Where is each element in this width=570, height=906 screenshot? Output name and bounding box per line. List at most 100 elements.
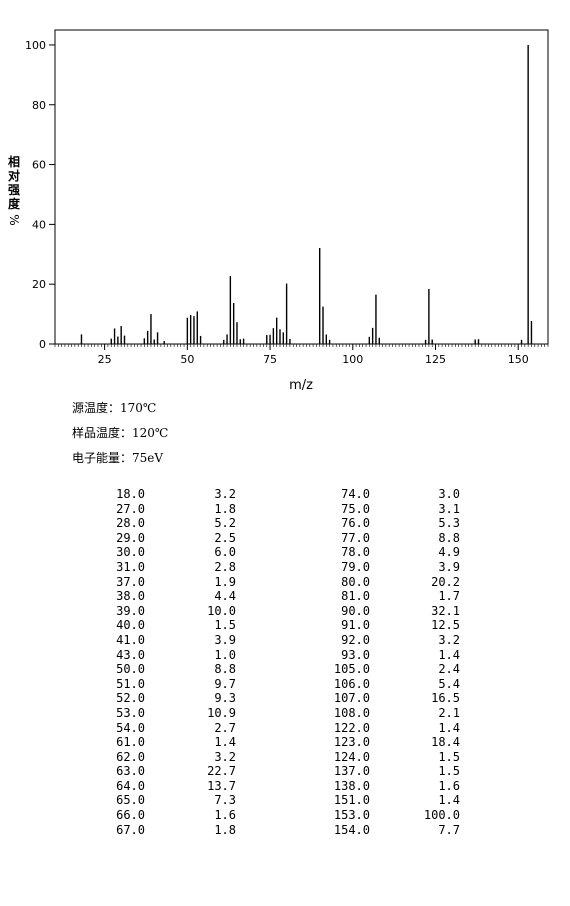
peak-intensity-right: 5.4 [438, 676, 460, 691]
peak-bars [80, 44, 533, 344]
x-tick-label: 50 [180, 353, 194, 366]
peak-intensity-left: 1.5 [214, 618, 236, 633]
y-tick-label: 100 [25, 39, 46, 52]
mass-spectrum-chart: 25 50 75 100 125 150 0 20 40 60 80 100 m/z [25, 29, 549, 393]
peak-intensity-right: 7.7 [438, 822, 460, 837]
peak-intensity-left: 2.7 [214, 720, 236, 735]
peak-mz-right: 76.0 [341, 516, 370, 531]
y-axis-unit: % [7, 214, 21, 226]
x-tick-label: 75 [263, 353, 277, 366]
peak-mz-left: 43.0 [116, 647, 145, 662]
peak-intensity-right: 2.1 [438, 705, 460, 720]
peak-mz-right: 137.0 [333, 764, 370, 779]
peak-intensity-right: 12.5 [431, 618, 460, 633]
y-axis-ticks: 0 20 40 60 80 100 [25, 39, 55, 351]
peak-mz-left: 50.0 [116, 662, 145, 677]
peak-intensity-right: 20.2 [431, 574, 460, 589]
peak-mz-right: 138.0 [333, 778, 370, 793]
peak-intensity-right: 3.9 [438, 559, 460, 574]
peak-intensity-left: 4.4 [214, 589, 236, 604]
peak-mz-right: 93.0 [341, 647, 370, 662]
electron-energy: 电子能量：75eV [72, 451, 164, 465]
peak-intensity-left: 1.6 [214, 808, 236, 823]
peak-mz-right: 74.0 [341, 487, 370, 501]
peak-intensity-left: 3.2 [214, 749, 236, 764]
source-temperature: 源温度：170℃ [72, 401, 157, 415]
peak-intensity-left: 8.8 [214, 662, 236, 677]
peak-mz-left: 65.0 [116, 793, 145, 808]
peak-intensity-left: 13.7 [207, 778, 236, 793]
peak-mz-right: 122.0 [333, 720, 370, 735]
peak-intensity-right: 5.3 [438, 516, 460, 531]
peak-mz-left: 41.0 [116, 632, 145, 647]
peak-intensity-left: 10.9 [207, 705, 236, 720]
peak-intensity-left: 22.7 [207, 764, 236, 779]
peak-intensity-left: 1.0 [214, 647, 236, 662]
peak-mz-right: 80.0 [341, 574, 370, 589]
peak-intensity-left: 7.3 [214, 793, 236, 808]
peak-mz-left: 64.0 [116, 778, 145, 793]
plot-frame [54, 29, 549, 345]
peak-mz-left: 40.0 [116, 618, 145, 633]
peak-intensity-left: 1.9 [214, 574, 236, 589]
peak-mz-left: 28.0 [116, 516, 145, 531]
peak-mz-left: 38.0 [116, 589, 145, 604]
peak-mz-left: 18.0 [116, 487, 145, 501]
y-tick-label: 20 [32, 278, 46, 291]
peak-mz-right: 124.0 [333, 749, 370, 764]
peak-mz-left: 61.0 [116, 735, 145, 750]
y-tick-label: 60 [32, 159, 46, 172]
peak-mz-right: 107.0 [333, 691, 370, 706]
peak-mz-left: 66.0 [116, 808, 145, 823]
peak-mz-right: 153.0 [333, 808, 370, 823]
x-axis-title: m/z [289, 378, 313, 393]
peak-intensity-right: 3.1 [438, 501, 460, 516]
peak-mz-left: 53.0 [116, 705, 145, 720]
peak-intensity-left: 2.8 [214, 559, 236, 574]
peak-mz-left: 31.0 [116, 559, 145, 574]
y-tick-label: 80 [32, 99, 46, 112]
peak-intensity-right: 32.1 [431, 603, 460, 618]
peak-intensity-left: 3.2 [214, 487, 236, 501]
x-tick-label: 125 [425, 353, 446, 366]
x-tick-label: 100 [342, 353, 363, 366]
acquisition-conditions: 源温度：170℃ 样品温度：120℃ 电子能量：75eV [72, 398, 168, 473]
peak-intensity-left: 5.2 [214, 516, 236, 531]
peak-intensity-left: 1.8 [214, 501, 236, 516]
peak-intensity-right: 1.7 [438, 589, 460, 604]
peak-intensity-right: 1.5 [438, 749, 460, 764]
peak-mz-left: 39.0 [116, 603, 145, 618]
x-axis-ticks: 25 50 75 100 125 150 [98, 344, 529, 366]
y-tick-label: 0 [39, 338, 46, 351]
peak-mz-left: 62.0 [116, 749, 145, 764]
peak-intensity-right: 1.5 [438, 764, 460, 779]
peak-mz-right: 79.0 [341, 559, 370, 574]
peak-mz-right: 90.0 [341, 603, 370, 618]
x-tick-label: 25 [98, 353, 112, 366]
x-tick-label: 150 [508, 353, 529, 366]
peak-intensity-right: 1.4 [438, 720, 460, 735]
peak-mz-right: 91.0 [341, 618, 370, 633]
peak-intensity-left: 1.4 [214, 735, 236, 750]
peak-mz-left: 54.0 [116, 720, 145, 735]
peak-intensity-right: 1.4 [438, 647, 460, 662]
peak-mz-right: 151.0 [333, 793, 370, 808]
y-axis-title-text: 相对强度 [7, 155, 20, 211]
peak-intensity-right: 16.5 [431, 691, 460, 706]
peak-intensity-right: 100.0 [423, 808, 460, 823]
peak-mz-left: 51.0 [116, 676, 145, 691]
peak-mz-right: 105.0 [333, 662, 370, 677]
peak-intensity-left: 9.3 [214, 691, 236, 706]
peak-intensity-right: 3.0 [438, 487, 460, 501]
peak-mz-left: 29.0 [116, 530, 145, 545]
peak-mz-right: 78.0 [341, 545, 370, 560]
peak-intensity-right: 18.4 [431, 735, 460, 750]
peak-intensity-left: 2.5 [214, 530, 236, 545]
peak-mz-left: 67.0 [116, 822, 145, 837]
peak-mz-right: 154.0 [333, 822, 370, 837]
peak-intensity-left: 9.7 [214, 676, 236, 691]
sample-temperature: 样品温度：120℃ [72, 426, 169, 440]
peak-mz-left: 27.0 [116, 501, 145, 516]
peak-mz-right: 108.0 [333, 705, 370, 720]
y-axis-title: 相对强度 % [6, 155, 22, 227]
